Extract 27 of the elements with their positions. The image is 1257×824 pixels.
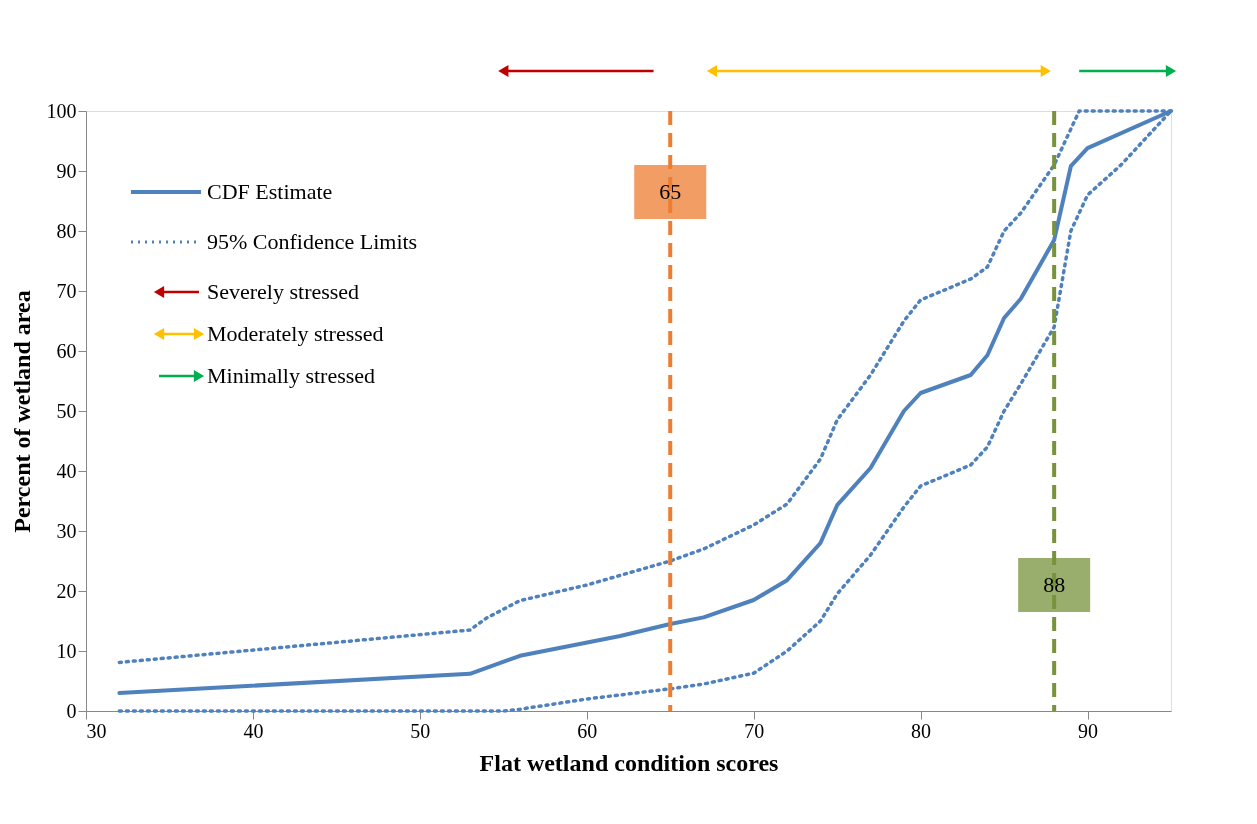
y-tick-label: 50 (56, 399, 77, 422)
y-tick-label: 20 (56, 579, 77, 602)
x-tick-label: 50 (410, 719, 431, 742)
y-tick-label: 100 (46, 99, 77, 122)
x-axis-title: Flat wetland condition scores (479, 749, 779, 776)
y-tick-label: 40 (56, 459, 77, 482)
annotation: Moderately stressed (207, 321, 384, 346)
annotation: Severely stressed (207, 279, 360, 304)
y-tick-label: 70 (56, 279, 77, 302)
y-tick-label: 10 (56, 639, 77, 662)
y-tick-label: 60 (56, 339, 77, 362)
y-axis-title: Percent of wetland area (8, 290, 35, 533)
y-tick-label: 80 (56, 219, 77, 242)
x-tick-label: 30 (86, 719, 107, 742)
annotation: Minimally stressed (207, 363, 376, 388)
ref-line-label: 88 (1043, 572, 1066, 597)
x-tick-label: 70 (744, 719, 765, 742)
x-tick-label: 90 (1078, 719, 1099, 742)
x-tick-label: 80 (911, 719, 932, 742)
y-tick-label: 0 (66, 699, 77, 722)
legend-label: CDF Estimate (207, 179, 333, 204)
y-tick-label: 30 (56, 519, 77, 542)
ref-line-label: 65 (659, 179, 682, 204)
x-tick-label: 60 (577, 719, 598, 742)
x-tick-label: 40 (243, 719, 264, 742)
y-tick-label: 90 (56, 159, 77, 182)
legend-label: 95% Confidence Limits (207, 229, 418, 254)
